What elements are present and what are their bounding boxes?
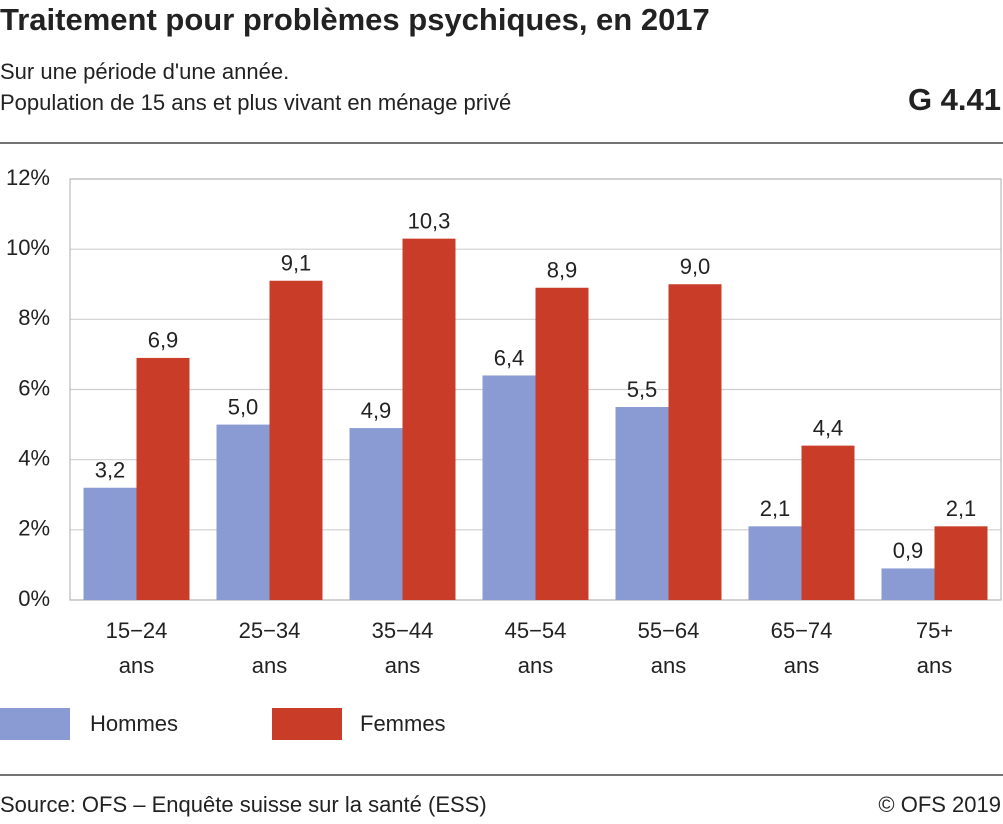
y-tick-label: 6% [18,375,50,400]
legend-label: Femmes [360,711,446,736]
x-tick-label: 75+ [916,618,953,643]
bar [668,284,722,600]
value-label: 4,9 [361,398,392,423]
legend-swatch [272,708,342,740]
y-tick-label: 4% [18,445,50,470]
value-label: 10,3 [408,208,451,233]
bar [402,238,456,600]
bar [349,428,403,600]
source: Source: OFS – Enquête suisse sur la sant… [0,792,487,817]
legend-swatch [0,708,70,740]
y-tick-label: 0% [18,586,50,611]
chart-subtitle: Population de 15 ans et plus vivant en m… [0,90,511,115]
value-label: 4,4 [813,415,844,440]
x-tick-label: 15−24 [106,618,168,643]
value-label: 5,0 [228,394,259,419]
value-label: 8,9 [547,258,578,283]
bar [881,568,935,600]
value-label: 0,9 [893,538,924,563]
bar [269,280,323,600]
x-tick-label: ans [252,653,287,678]
y-tick-label: 2% [18,516,50,541]
x-tick-label: ans [784,653,819,678]
bar [83,487,137,600]
bar [801,445,855,600]
value-label: 6,9 [148,328,179,353]
bar [482,375,536,600]
chart-subtitle: Sur une période d'une année. [0,59,289,84]
copyright: © OFS 2019 [878,792,1001,817]
chart-title: Traitement pour problèmes psychiques, en… [0,2,710,37]
x-tick-label: 55−64 [638,618,700,643]
bar [934,526,988,600]
x-tick-label: 25−34 [239,618,301,643]
x-tick-label: 35−44 [372,618,434,643]
chart-id: G 4.41 [908,82,1001,117]
y-tick-label: 8% [18,305,50,330]
x-tick-label: ans [119,653,154,678]
x-tick-label: ans [917,653,952,678]
value-label: 3,2 [95,458,126,483]
x-tick-label: ans [518,653,553,678]
bar [535,287,589,600]
bar [615,407,669,600]
y-tick-label: 10% [6,235,50,260]
x-tick-label: 65−74 [771,618,833,643]
value-label: 5,5 [627,377,658,402]
x-tick-label: 45−54 [505,618,567,643]
value-label: 2,1 [946,496,977,521]
x-tick-label: ans [651,653,686,678]
x-tick-label: ans [385,653,420,678]
bar [216,424,270,600]
y-tick-label: 12% [6,165,50,190]
bar [136,357,190,600]
value-label: 9,1 [281,251,312,276]
legend-label: Hommes [90,711,178,736]
value-label: 9,0 [680,254,711,279]
bar [748,526,802,600]
value-label: 6,4 [494,345,525,370]
value-label: 2,1 [760,496,791,521]
